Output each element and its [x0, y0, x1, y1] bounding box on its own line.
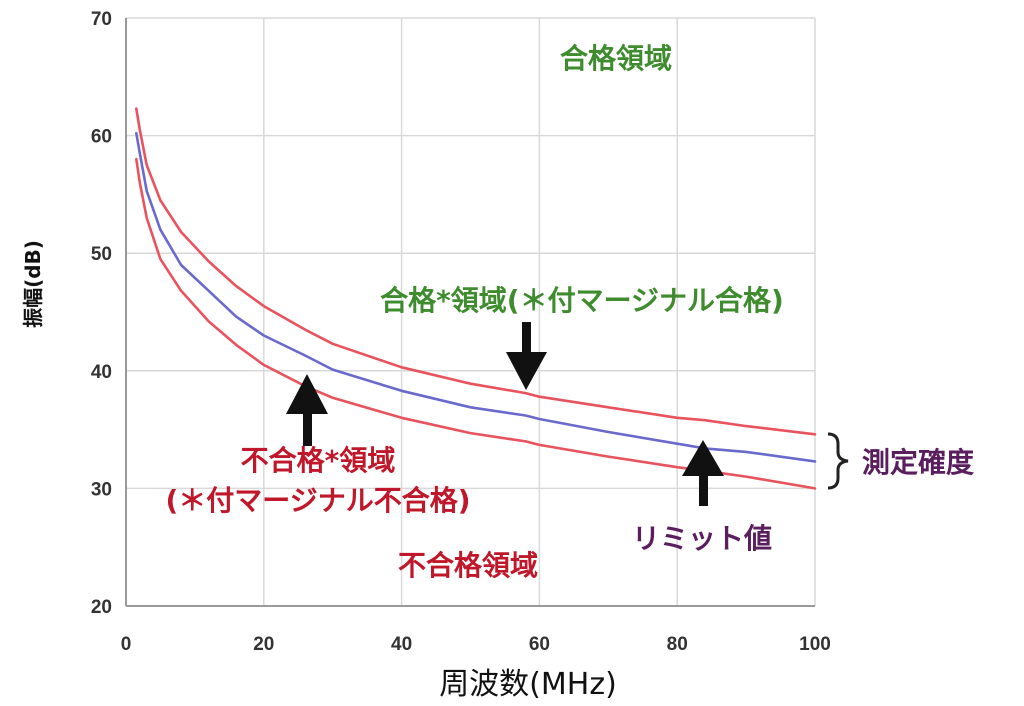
grid	[125, 17, 816, 607]
arrow-down-icon	[506, 322, 547, 390]
annotation-marginal-fail-sub: (＊付マージナル不合格)	[165, 484, 470, 517]
y-tick-label: 70	[91, 9, 112, 30]
axes	[125, 18, 815, 607]
y-tick-label: 60	[91, 127, 112, 148]
tick-labels: 0 20 40 60 80 100 20 30 40 50 60 70	[91, 9, 831, 655]
x-tick-label: 80	[667, 634, 688, 655]
y-tick-label: 40	[91, 362, 112, 383]
series-lines	[135, 107, 817, 490]
annotation-pass-region: 合格領域	[560, 42, 672, 75]
y-axis-label: 振幅(dB)	[21, 240, 45, 328]
arrow-up-icon	[682, 440, 724, 506]
annotation-measurement-accuracy: 測定確度	[862, 446, 974, 479]
x-tick-label: 20	[253, 634, 274, 655]
y-tick-label: 30	[91, 479, 112, 500]
arrow-up-icon	[286, 374, 328, 446]
x-tick-label: 40	[391, 634, 412, 655]
annotation-fail-region: 不合格領域	[398, 549, 538, 582]
series-line-lower	[135, 157, 817, 490]
annotation-limit-value: リミット値	[632, 522, 772, 555]
annotation-marginal-fail: 不合格*領域	[241, 444, 396, 477]
x-tick-label: 60	[529, 634, 550, 655]
series-line-limit	[135, 131, 817, 463]
x-tick-label: 100	[799, 634, 831, 655]
y-tick-label: 20	[91, 597, 112, 618]
annotation-marginal-pass: 合格*領域(＊付マージナル合格)	[380, 284, 784, 317]
series-line-upper	[135, 107, 817, 436]
brace-icon	[827, 432, 849, 490]
y-tick-label: 50	[91, 244, 112, 265]
x-axis-label: 周波数(MHz)	[439, 667, 617, 702]
x-tick-label: 0	[121, 634, 132, 655]
